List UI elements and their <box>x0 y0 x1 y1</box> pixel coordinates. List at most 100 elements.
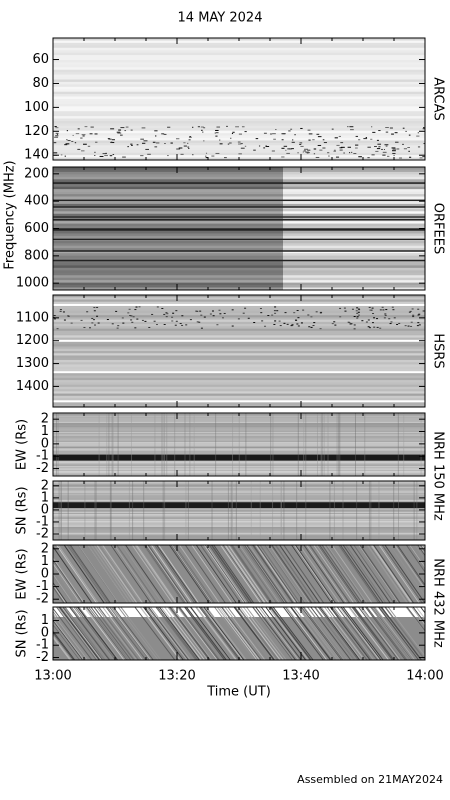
heatmap-row <box>53 450 425 453</box>
speck <box>64 155 66 157</box>
speck <box>148 326 151 328</box>
hatch <box>196 607 237 660</box>
vstripe <box>187 481 189 540</box>
y-tick-label: 1100 <box>16 310 49 325</box>
speck <box>253 322 256 324</box>
hatch <box>291 545 332 603</box>
heatmap-row <box>53 79 425 83</box>
vstripe <box>58 481 60 540</box>
vstripe <box>272 413 274 476</box>
hatch <box>279 545 320 603</box>
heatmap-row <box>53 512 425 515</box>
hatch <box>299 545 340 603</box>
hatch <box>205 545 247 603</box>
hatch <box>155 607 197 660</box>
vstripe <box>174 413 176 476</box>
y-tick-label: 80 <box>32 76 49 91</box>
hatch <box>281 545 322 603</box>
speck <box>379 327 382 329</box>
speck <box>253 149 256 151</box>
heatmap-row <box>53 74 425 78</box>
heatmap-row <box>53 501 425 503</box>
speck <box>199 310 202 312</box>
speck <box>399 157 402 159</box>
heatmap-row <box>53 344 425 347</box>
hatch <box>88 607 129 660</box>
speck <box>67 139 71 141</box>
speck <box>328 155 330 157</box>
heatmap-row <box>283 171 425 175</box>
hatch <box>125 545 166 603</box>
hatch <box>367 545 408 603</box>
hatch <box>339 545 381 603</box>
heatmap-row <box>53 67 425 71</box>
heatmap-row <box>53 179 283 183</box>
hatch <box>326 545 368 603</box>
heatmap-row <box>53 253 283 256</box>
speck <box>412 316 415 318</box>
hatch <box>152 545 194 603</box>
hatch <box>252 607 294 660</box>
hatch <box>337 545 379 603</box>
speck <box>219 143 223 145</box>
y-tick-label: -2 <box>36 461 49 476</box>
vstripe <box>413 481 415 540</box>
hatch <box>317 545 359 603</box>
vstripe <box>327 413 329 476</box>
heatmap-row <box>53 359 425 363</box>
heatmap-row <box>283 230 425 234</box>
speck <box>96 315 99 317</box>
speck <box>261 320 264 322</box>
speck <box>418 313 421 315</box>
hatch <box>286 607 328 660</box>
hatch <box>405 607 425 633</box>
speck <box>351 308 354 310</box>
hatch <box>178 545 220 603</box>
heatmap-row <box>283 287 425 290</box>
heatmap-row <box>53 395 425 399</box>
speck <box>358 139 361 141</box>
vstripe <box>60 481 62 540</box>
hatch <box>382 545 423 603</box>
heatmap-row <box>283 280 425 283</box>
speck <box>125 126 129 128</box>
vstripe <box>321 413 323 476</box>
hatch <box>144 545 186 603</box>
speck <box>398 322 401 324</box>
speck <box>127 312 130 314</box>
speck <box>336 144 340 146</box>
speck <box>260 312 263 314</box>
hatch <box>381 607 422 660</box>
speck <box>302 309 305 311</box>
heatmap-row <box>283 176 425 180</box>
vstripe <box>163 413 165 476</box>
heatmap-row <box>53 490 425 492</box>
hatch <box>258 607 300 660</box>
hatch <box>414 545 425 561</box>
hatch <box>148 607 189 660</box>
speck <box>154 146 158 148</box>
y-tick-label: 2 <box>41 412 49 427</box>
heatmap-row <box>53 398 425 401</box>
heatmap-row <box>53 123 425 127</box>
hatch <box>53 555 86 603</box>
speck <box>53 142 57 144</box>
vstripe <box>320 413 322 476</box>
speck <box>356 312 359 314</box>
speck <box>300 127 303 129</box>
speck <box>231 133 234 135</box>
heatmap-row <box>53 250 283 254</box>
hatch <box>150 545 192 603</box>
speck <box>367 157 370 159</box>
heatmap-row <box>53 423 425 425</box>
panel-y-label: EW (Rs) <box>15 419 30 470</box>
heatmap-row <box>53 452 425 454</box>
speck <box>290 128 293 130</box>
hatch <box>69 545 111 603</box>
speck <box>368 306 371 308</box>
speck <box>72 134 74 136</box>
heatmap-row <box>53 176 283 180</box>
heatmap-row <box>53 277 283 281</box>
speck <box>320 311 323 313</box>
vstripe <box>57 413 59 476</box>
